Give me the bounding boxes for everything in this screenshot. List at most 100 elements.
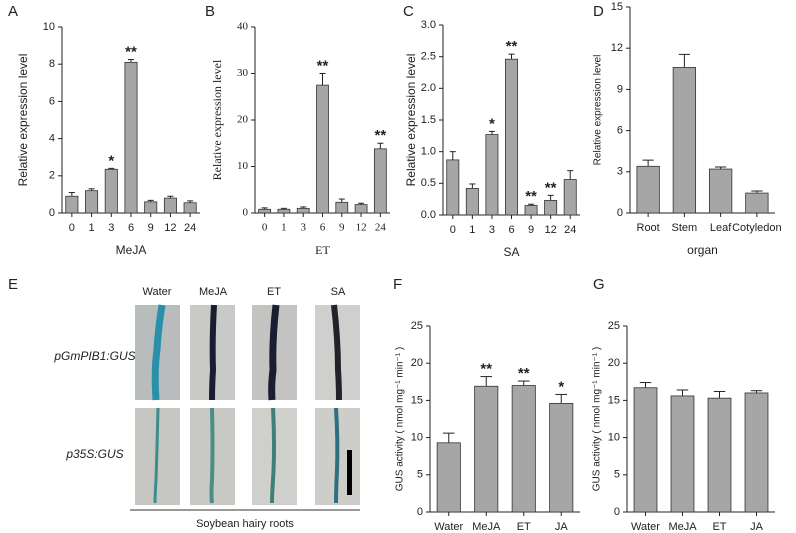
y-tick-label: 2.5 <box>421 51 436 63</box>
root <box>270 407 276 504</box>
bar <box>707 397 732 513</box>
y-tick-label: 2 <box>49 170 55 182</box>
x-tick-label: 9 <box>339 222 345 234</box>
x-tick-label: 6 <box>508 224 514 236</box>
bar <box>183 202 197 214</box>
bar <box>544 200 558 216</box>
x-axis-label: SA <box>503 245 519 259</box>
y-tick-label: 1.0 <box>421 146 436 158</box>
root <box>151 304 166 401</box>
y-tick-label: 6 <box>617 125 623 137</box>
x-tick-label: 9 <box>528 224 534 236</box>
x-tick-label: Leaf <box>710 222 732 234</box>
bar <box>672 67 697 214</box>
y-tick-label: 10 <box>43 21 55 33</box>
x-tick-label: 9 <box>148 222 154 234</box>
bar <box>636 165 660 214</box>
x-tick-label: Water <box>631 521 660 533</box>
x-tick-label: ET <box>517 521 531 533</box>
x-axis-label: MeJA <box>116 243 147 257</box>
x-tick-label: 6 <box>320 222 326 234</box>
row-label: pGmPIB1:GUS <box>53 349 135 363</box>
y-tick-label: 40 <box>237 21 249 33</box>
x-tick-label: 0 <box>262 222 268 234</box>
bar <box>258 208 272 214</box>
y-tick-label: 20 <box>608 357 620 369</box>
root <box>209 407 215 504</box>
panel-letter: D <box>593 3 604 20</box>
y-tick-label: 1.5 <box>421 114 436 126</box>
y-tick-label: 0 <box>243 207 249 219</box>
bar <box>446 159 460 216</box>
y-tick-label: 4 <box>49 133 55 145</box>
bar <box>277 208 291 214</box>
bar <box>633 387 658 513</box>
y-tick-label: 0 <box>49 207 55 219</box>
panel-letter: B <box>205 3 215 20</box>
root <box>209 304 217 401</box>
significance: ** <box>480 361 492 378</box>
x-tick-label: 3 <box>108 222 114 234</box>
bar <box>124 61 138 214</box>
x-tick-label: 12 <box>356 222 367 234</box>
y-tick-label: 15 <box>611 1 623 13</box>
y-axis-label: Relative expression level <box>404 54 418 187</box>
x-tick-label: 1 <box>281 222 287 234</box>
x-tick-label: MeJA <box>668 521 697 533</box>
significance: * <box>558 378 564 395</box>
y-axis-label: Relative expression level <box>210 59 224 180</box>
y-tick-label: 6 <box>49 95 55 107</box>
significance: ** <box>125 44 137 61</box>
y-tick-label: 10 <box>411 432 423 444</box>
significance: * <box>489 115 495 132</box>
x-tick-label: JA <box>555 521 569 533</box>
bar <box>373 148 387 214</box>
bar <box>335 201 349 214</box>
significance: ** <box>518 365 530 382</box>
y-tick-label: 10 <box>608 432 620 444</box>
bar <box>104 168 118 214</box>
y-tick-label: 15 <box>608 394 620 406</box>
bar <box>354 204 368 214</box>
bar <box>563 179 577 216</box>
panel-letter: F <box>393 276 402 293</box>
significance: ** <box>375 127 387 144</box>
y-tick-label: 3 <box>617 166 623 178</box>
y-tick-label: 20 <box>237 114 249 126</box>
bar <box>505 58 518 216</box>
bar <box>436 442 461 513</box>
bar <box>511 385 536 513</box>
x-tick-label: 24 <box>564 224 576 236</box>
bar <box>670 395 695 513</box>
caption: Soybean hairy roots <box>196 518 294 530</box>
significance: * <box>108 152 114 169</box>
bar <box>144 201 158 214</box>
x-tick-label: 0 <box>450 224 456 236</box>
x-tick-label: 6 <box>128 222 134 234</box>
panel-letter: A <box>8 3 18 20</box>
bar <box>296 207 310 214</box>
bar <box>85 190 99 214</box>
column-label: SA <box>331 286 346 298</box>
y-tick-label: 8 <box>49 58 55 70</box>
root <box>334 407 340 504</box>
bar <box>744 392 769 513</box>
x-tick-label: 12 <box>545 224 557 236</box>
significance: ** <box>506 38 518 55</box>
y-tick-label: 5 <box>417 469 423 481</box>
bar <box>316 84 329 214</box>
y-tick-label: 0 <box>617 207 623 219</box>
bar <box>485 134 499 216</box>
root <box>153 407 160 504</box>
y-tick-label: 5 <box>614 469 620 481</box>
bar <box>465 187 479 216</box>
x-tick-label: ET <box>712 521 726 533</box>
panel-letter: C <box>403 3 414 20</box>
y-tick-label: 20 <box>411 357 423 369</box>
root <box>268 304 280 401</box>
x-tick-label: Root <box>637 222 660 234</box>
x-tick-label: Cotyledon <box>732 222 782 234</box>
bar <box>65 195 79 214</box>
x-axis-label: ET <box>315 243 330 257</box>
